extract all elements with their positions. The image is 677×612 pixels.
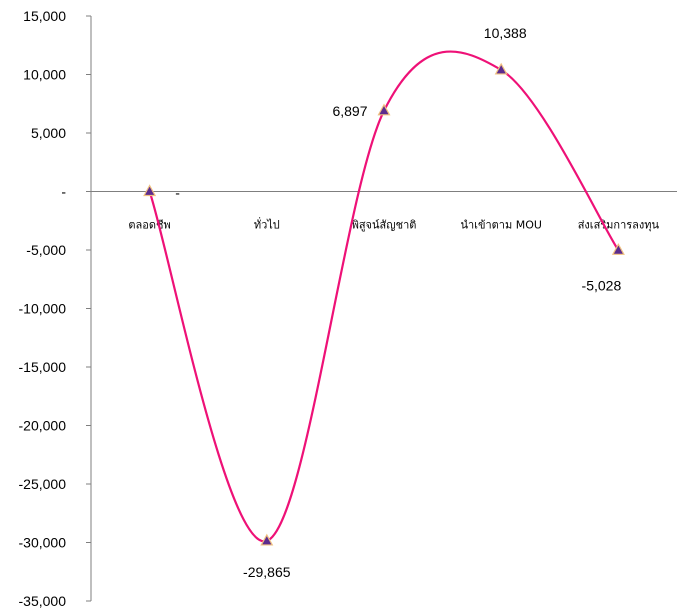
- y-tick-label: -25,000: [19, 476, 67, 492]
- data-point-marker: [611, 243, 625, 255]
- x-tick-label: ตลอดชีพ: [128, 219, 170, 232]
- data-label: -5,028: [582, 277, 622, 293]
- x-tick-label: ส่งเสริมการลงทุน: [578, 219, 660, 232]
- y-tick-label: -20,000: [19, 418, 67, 434]
- x-tick-label: ทั่วไป: [254, 217, 280, 232]
- x-tick-label: พิสูจน์สัญชาติ: [352, 219, 417, 232]
- y-axis: 15,000 10,000 5,000 - -5,000 -10,000 -15,000 -2…: [19, 8, 92, 609]
- y-tick-label: 5,000: [31, 125, 66, 141]
- x-tick-label: นำเข้าตาม MOU: [460, 219, 541, 232]
- y-tick-label: 10,000: [23, 67, 66, 83]
- y-tick-label: -: [61, 184, 66, 200]
- data-point-marker: [494, 62, 508, 75]
- y-tick-label: -30,000: [19, 535, 67, 551]
- y-tick-label: -35,000: [19, 593, 67, 609]
- x-axis: ตลอดชีพ ทั่วไป พิสูจน์สัญชาติ นำเข้าตาม MOU…: [91, 191, 677, 232]
- data-label: -29,865: [243, 564, 291, 580]
- series-layer: [143, 50, 625, 546]
- data-point-marker: [143, 184, 157, 197]
- y-tick-label: -10,000: [19, 301, 67, 317]
- data-label: -: [175, 185, 180, 201]
- y-tick-label: -15,000: [19, 359, 67, 375]
- data-labels: - -29,865 6,897 10,388 -5,028: [175, 25, 621, 580]
- y-tick-label: -5,000: [26, 242, 66, 258]
- data-point-marker: [260, 533, 274, 546]
- data-label: 6,897: [332, 103, 367, 119]
- data-point-marker: [377, 103, 391, 116]
- series-line: [148, 50, 620, 543]
- y-tick-label: 15,000: [23, 8, 66, 24]
- data-label: 10,388: [484, 25, 527, 41]
